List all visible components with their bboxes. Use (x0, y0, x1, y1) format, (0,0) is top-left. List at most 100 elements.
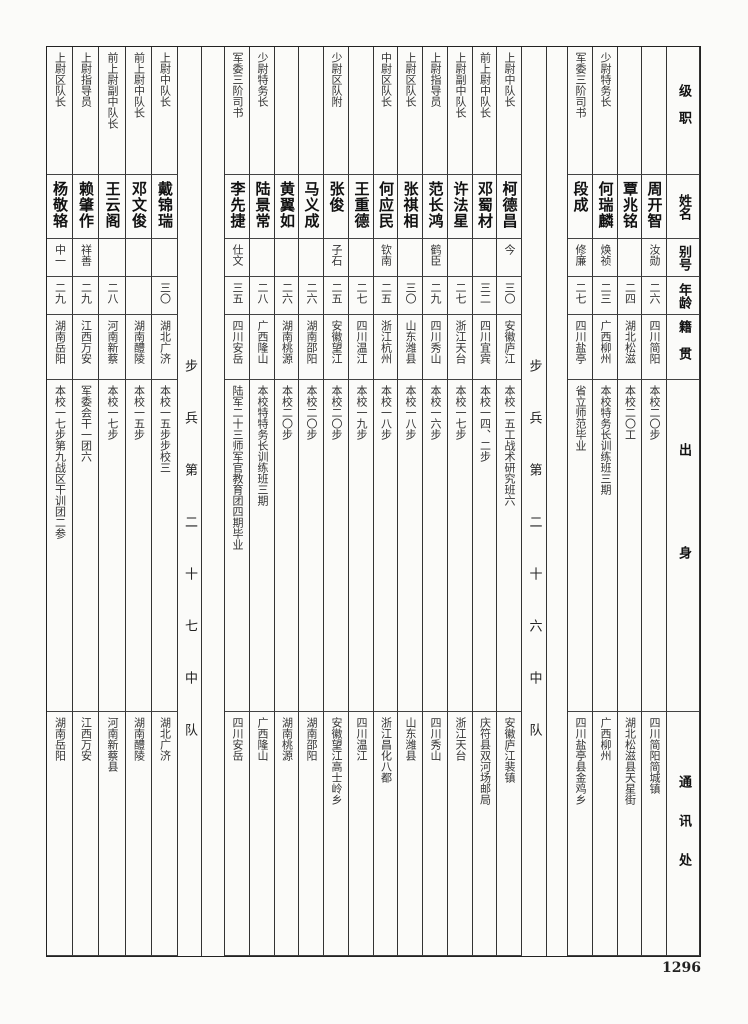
origin-text: 广西隆山 (256, 320, 269, 364)
cell-alias: 修廉 (568, 239, 593, 277)
age-text: 二五 (330, 282, 343, 304)
age-text: 二八 (256, 282, 269, 304)
cell-education: 本校一五工战术研究班六 (497, 380, 522, 712)
cell-age: 二七 (568, 277, 593, 315)
cell-address: 江西万安 (73, 712, 99, 956)
rank-text: 上尉指导员 (429, 52, 442, 107)
origin-text: 浙江天台 (454, 320, 467, 364)
cell-age: 二五 (374, 277, 398, 315)
cell-education: 本校一九步 (349, 380, 374, 712)
origin-text: 浙江杭州 (379, 320, 393, 364)
cell-age: 二五 (324, 277, 349, 315)
name-text: 柯德昌 (500, 181, 519, 229)
cell-name: 许法星 (448, 175, 473, 239)
age-text: 三二 (478, 282, 492, 304)
cell-alias (275, 239, 299, 277)
address-text: 江西万安 (79, 717, 93, 761)
cell-rank: 军委三阶司书 (225, 47, 250, 175)
name-text: 黄翼如 (278, 181, 296, 229)
cell-age: 三〇 (398, 277, 423, 315)
cell-education: 本校一八步 (398, 380, 423, 712)
address-text: 四川秀山 (429, 717, 442, 761)
cell-name: 周开智 (642, 175, 667, 239)
alias-text: 汝勋 (648, 244, 661, 266)
cell-origin: 湖南醴陵 (126, 315, 152, 380)
origin-text: 四川宜宾 (478, 320, 492, 364)
cell-education: 本校一五步步校三 (152, 380, 178, 712)
cell-alias: 焕祯 (593, 239, 618, 277)
cell-rank: 上尉中队长 (497, 47, 522, 175)
address-text: 安徽庐江裴镇 (503, 717, 516, 783)
cell-alias: 仕文 (225, 239, 250, 277)
name-text: 周开智 (645, 181, 664, 229)
cell-origin: 四川宜宾 (473, 315, 497, 380)
rank-text: 中尉区队长 (379, 52, 393, 107)
rank-text: 上尉区队长 (53, 52, 67, 107)
cell-alias: 汝勋 (642, 239, 667, 277)
cell-education: 本校一五步 (126, 380, 152, 712)
alias-text: 子石 (330, 244, 343, 266)
address-text: 浙江昌化八都 (379, 717, 393, 783)
name-text: 何应民 (377, 181, 395, 229)
alias-text: 仕文 (231, 244, 244, 266)
cell-rank: 前上尉中队长 (473, 47, 497, 175)
address-text: 庆符县双河场邮局 (478, 717, 492, 805)
cell-address: 庆符县双河场邮局 (473, 712, 497, 956)
education-text: 本校一五步 (132, 385, 146, 440)
cell-education: 本校二〇步 (299, 380, 324, 712)
cell-address: 河南新蔡县 (99, 712, 126, 956)
cell-age: 二九 (423, 277, 448, 315)
cell-name: 覃兆铭 (618, 175, 642, 239)
rank-text: 前上尉中队长 (132, 52, 146, 118)
cell-name: 马义成 (299, 175, 324, 239)
age-text: 二五 (379, 282, 393, 304)
name-text: 邓蜀材 (476, 181, 494, 229)
name-text: 张祺相 (401, 181, 420, 229)
alias-text: 今 (503, 244, 516, 255)
rank-text: 少尉区队附 (330, 52, 343, 107)
alias-text: 焕祯 (599, 244, 612, 266)
cell-age: 二四 (618, 277, 642, 315)
address-text: 安徽望江高士岭乡 (330, 717, 343, 805)
cell-address: 安徽望江高士岭乡 (324, 712, 349, 956)
cell-rank: 前上尉中队长 (126, 47, 152, 175)
cell-address: 浙江昌化八都 (374, 712, 398, 956)
cell-alias (349, 239, 374, 277)
cell-name: 赖肇作 (73, 175, 99, 239)
cell-alias (126, 239, 152, 277)
cell-age: 二九 (73, 277, 99, 315)
education-text: 本校二〇步 (305, 385, 318, 440)
cell-address: 广西隆山 (250, 712, 275, 956)
name-text: 李先捷 (228, 181, 247, 229)
cell-name: 段成 (568, 175, 593, 239)
cell-alias (398, 239, 423, 277)
address-text: 广西隆山 (256, 717, 269, 761)
cell-address: 四川简阳简城镇 (642, 712, 667, 956)
cell-rank: 上尉区队长 (47, 47, 73, 175)
alias-text: 祥善 (79, 244, 93, 266)
rank-text: 上尉中队长 (158, 52, 172, 107)
cell-address: 湖南岳阳 (47, 712, 73, 956)
age-text: 二六 (305, 282, 318, 304)
education-text: 本校一六步 (429, 385, 442, 440)
table-frame (46, 46, 701, 957)
address-text: 湖南醴陵 (132, 717, 146, 761)
education-text: 陆军二十三师军官教育团四期毕业 (231, 385, 244, 550)
cell-rank (349, 47, 374, 175)
cell-education: 本校一八步 (374, 380, 398, 712)
cell-name: 王重德 (349, 175, 374, 239)
cell-address: 湖南醴陵 (126, 712, 152, 956)
cell-name: 杨敬辂 (47, 175, 73, 239)
header-age: 年龄 (667, 277, 700, 315)
origin-text: 湖北松滋 (623, 320, 637, 364)
education-text: 本校一九步 (355, 385, 368, 440)
origin-text: 四川简阳 (648, 320, 661, 364)
address-text: 湖南岳阳 (53, 717, 67, 761)
age-text: 二三 (599, 282, 612, 304)
name-text: 段成 (571, 181, 590, 213)
cell-name: 王云阁 (99, 175, 126, 239)
address-text: 四川简阳简城镇 (648, 717, 661, 794)
cell-origin: 安徽庐江 (497, 315, 522, 380)
cell-address: 广西柳州 (593, 712, 618, 956)
origin-text: 湖南岳阳 (53, 320, 67, 364)
